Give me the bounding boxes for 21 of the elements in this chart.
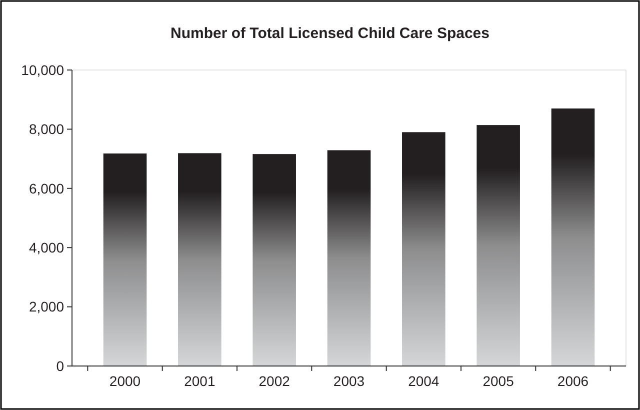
y-tick-label: 10,000 — [21, 62, 64, 78]
y-tick-label: 8,000 — [28, 121, 64, 138]
y-tick-label: 2,000 — [28, 298, 64, 315]
x-tick-label: 2004 — [408, 373, 440, 389]
x-tick-label: 2003 — [333, 373, 365, 389]
bar — [103, 153, 147, 366]
x-tick-label: 2006 — [557, 373, 589, 389]
bar — [476, 125, 520, 366]
x-tick-label: 2005 — [482, 373, 514, 389]
y-tick-label: 0 — [56, 358, 64, 374]
bar — [551, 108, 595, 366]
x-tick-label: 2000 — [109, 373, 141, 389]
y-tick-label: 4,000 — [28, 240, 64, 256]
x-tick-label: 2001 — [184, 373, 216, 389]
chart-title: Number of Total Licensed Child Care Spaces — [170, 25, 490, 42]
y-tick-label: 6,000 — [28, 180, 64, 196]
bar — [402, 132, 446, 366]
x-tick-label: 2002 — [258, 373, 290, 389]
bar — [178, 153, 222, 366]
bar — [327, 150, 371, 366]
bar — [252, 154, 296, 366]
